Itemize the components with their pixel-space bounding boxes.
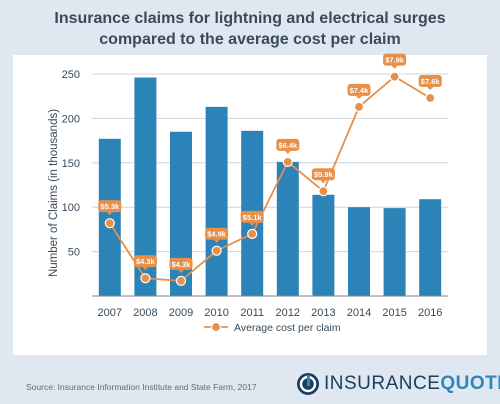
cost-label-pointer [427,86,434,90]
cost-data-label: $7.6k [421,77,441,86]
bar [419,199,442,296]
cost-point [211,245,222,256]
brand-logo: INSURANCEQUOTES [296,372,500,396]
cost-point [353,101,365,112]
x-tick-label: 2009 [169,307,193,319]
cost-label-pointer [356,95,362,99]
y-tick-label: 50 [68,247,80,259]
cost-label-pointer [284,150,291,154]
cost-label-pointer [142,267,149,271]
x-tick-label: 2014 [347,307,371,319]
cost-data-label: $6.4k [278,141,298,150]
brand-name: INSURANCEQUOTES [324,373,500,395]
legend-label: Average cost per claim [234,322,341,334]
brand-name-part1: INSURANCE [324,373,441,394]
cost-label-bubble [98,200,122,213]
cost-label-bubble [205,227,229,240]
cost-point [140,273,151,284]
cost-label-pointer [178,269,184,273]
chart-title-line2: compared to the average cost per claim [99,31,401,48]
cost-point [175,275,187,287]
cost-label-pointer [213,239,220,243]
x-tick-label: 2008 [133,307,157,319]
x-tick-label: 2007 [98,307,122,319]
bar [170,131,192,296]
cost-label-bubble [169,257,193,270]
cost-point [389,71,400,82]
bar [312,194,335,296]
chart-title-line1: Insurance claims for lightning and elect… [54,10,446,27]
y-tick-label: 250 [62,69,80,81]
legend-marker [210,321,222,333]
cost-data-label: $4.9k [207,230,227,239]
y-axis-label: Number of Claims (in thousands) [48,109,60,277]
x-tick-label: 2011 [240,307,264,319]
cost-label-bubble [133,255,157,268]
brand-name-part2: QUOTES [440,373,500,394]
y-tick-label: 150 [62,158,80,170]
cost-data-label: $5.3k [100,202,120,211]
cost-point [282,156,293,168]
cost-label-bubble [311,168,335,181]
x-tick-label: 2010 [204,307,228,319]
cost-data-label: $4.3k [172,260,192,269]
cost-line [109,75,431,282]
y-tick-label: 100 [62,202,80,214]
cost-data-label: $4.3k [136,257,156,266]
cost-point [247,228,258,239]
cost-label-bubble [418,74,442,87]
cost-point [318,186,329,197]
bar [276,161,299,296]
x-tick-label: 2013 [311,307,335,319]
x-tick-label: 2015 [382,307,406,319]
cost-data-label: $5.1k [243,213,263,222]
brand-icon [297,373,319,395]
cost-data-label: $7.4k [350,86,370,95]
cost-label-bubble [240,210,264,223]
bar [98,138,121,296]
cost-label-bubble [383,53,407,66]
bar [383,208,406,296]
cost-label-pointer [391,65,398,69]
cost-label-pointer [320,180,327,184]
chart-title: Insurance claims for lightning and elect… [0,8,500,50]
source-note: Source: Insurance Information Institute … [26,382,257,392]
cost-label-pointer [106,212,113,216]
bar [134,77,157,296]
cost-point [104,218,115,229]
cost-label-bubble [276,138,300,151]
x-tick-label: 2016 [418,307,442,319]
y-tick-label: 200 [62,113,80,125]
cost-point [425,92,436,104]
bar [348,207,370,296]
cost-data-label: $5.9k [314,170,334,179]
x-tick-label: 2012 [276,307,300,319]
bar [205,106,228,296]
cost-data-label: $7.9k [385,56,405,65]
cost-label-pointer [249,222,256,226]
cost-label-bubble [347,83,371,96]
